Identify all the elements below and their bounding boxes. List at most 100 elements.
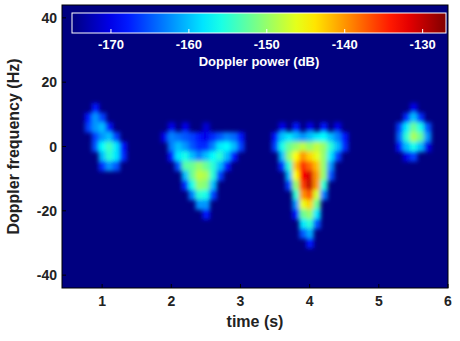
cell — [182, 122, 190, 132]
cell — [299, 142, 307, 152]
cell — [417, 142, 425, 152]
cell — [403, 122, 411, 132]
cell — [292, 142, 300, 152]
x-axis-title: time (s) — [227, 313, 284, 330]
cell — [292, 180, 300, 190]
y-axis-title: Doppler frequency (Hz) — [5, 58, 22, 234]
cell — [272, 142, 280, 152]
cell — [168, 132, 176, 142]
cell — [272, 132, 280, 142]
cell — [209, 142, 217, 152]
cell — [313, 132, 321, 142]
cell — [202, 200, 210, 210]
cell — [196, 132, 204, 142]
cell — [306, 229, 314, 239]
cell — [92, 122, 100, 132]
cell — [196, 171, 204, 181]
colorbar — [72, 13, 446, 33]
cell — [196, 200, 204, 210]
cell — [175, 151, 183, 161]
cell — [92, 142, 100, 152]
cell — [320, 180, 328, 190]
cell — [196, 190, 204, 200]
colorbar-tick — [110, 29, 111, 33]
x-tick-label: 5 — [375, 293, 383, 309]
colorbar-tick — [188, 29, 189, 33]
cell — [292, 132, 300, 142]
y-tick-label: 20 — [41, 74, 57, 90]
cell — [320, 122, 328, 132]
cell — [175, 132, 183, 142]
cell — [292, 200, 300, 210]
cell — [106, 151, 114, 161]
cell — [299, 200, 307, 210]
cell — [189, 171, 197, 181]
cell — [292, 161, 300, 171]
cell — [299, 151, 307, 161]
cell — [92, 103, 100, 113]
y-tick — [62, 275, 66, 276]
cell — [306, 238, 314, 248]
cell — [396, 132, 404, 142]
colorbar-tick — [266, 29, 267, 33]
cell — [306, 161, 314, 171]
cell — [410, 151, 418, 161]
cell — [292, 171, 300, 181]
x-tick — [102, 284, 103, 288]
cell — [175, 142, 183, 152]
chart: 123456-40-2002040time (s)Doppler frequen… — [0, 0, 460, 341]
cell — [285, 180, 293, 190]
cell — [106, 122, 114, 132]
cell — [313, 219, 321, 229]
cell — [119, 142, 127, 152]
cell — [292, 209, 300, 219]
cell — [209, 161, 217, 171]
cell — [196, 161, 204, 171]
colorbar-tick-label: -160 — [176, 37, 202, 52]
cell — [327, 142, 335, 152]
cell — [299, 132, 307, 142]
cell — [168, 122, 176, 132]
cell — [182, 171, 190, 181]
cell — [403, 142, 411, 152]
cell — [196, 180, 204, 190]
cell — [216, 132, 224, 142]
y-tick-label: 0 — [49, 139, 57, 155]
cell — [112, 132, 120, 142]
cell — [209, 132, 217, 142]
cell — [99, 113, 107, 123]
cell — [424, 122, 432, 132]
cell — [279, 132, 287, 142]
x-tick — [240, 284, 241, 288]
cell — [182, 132, 190, 142]
cell — [334, 132, 342, 142]
colorbar-tick-label: -170 — [98, 37, 124, 52]
cell — [279, 122, 287, 132]
cell — [306, 142, 314, 152]
cell — [306, 151, 314, 161]
y-tick-label: 40 — [41, 10, 57, 26]
cell — [223, 151, 231, 161]
cell — [403, 151, 411, 161]
cell — [112, 161, 120, 171]
cell — [320, 190, 328, 200]
y-tick — [62, 17, 66, 18]
cell — [279, 142, 287, 152]
cell — [112, 151, 120, 161]
cell — [417, 113, 425, 123]
cell — [99, 151, 107, 161]
cell — [196, 142, 204, 152]
cell — [209, 151, 217, 161]
cell — [313, 209, 321, 219]
cell — [320, 171, 328, 181]
cell — [202, 132, 210, 142]
cell — [279, 161, 287, 171]
colorbar-tick-label: -130 — [410, 37, 436, 52]
cell — [202, 142, 210, 152]
cell — [410, 122, 418, 132]
cell — [85, 113, 93, 123]
cell — [189, 142, 197, 152]
cell — [403, 113, 411, 123]
cell — [292, 190, 300, 200]
cell — [424, 132, 432, 142]
